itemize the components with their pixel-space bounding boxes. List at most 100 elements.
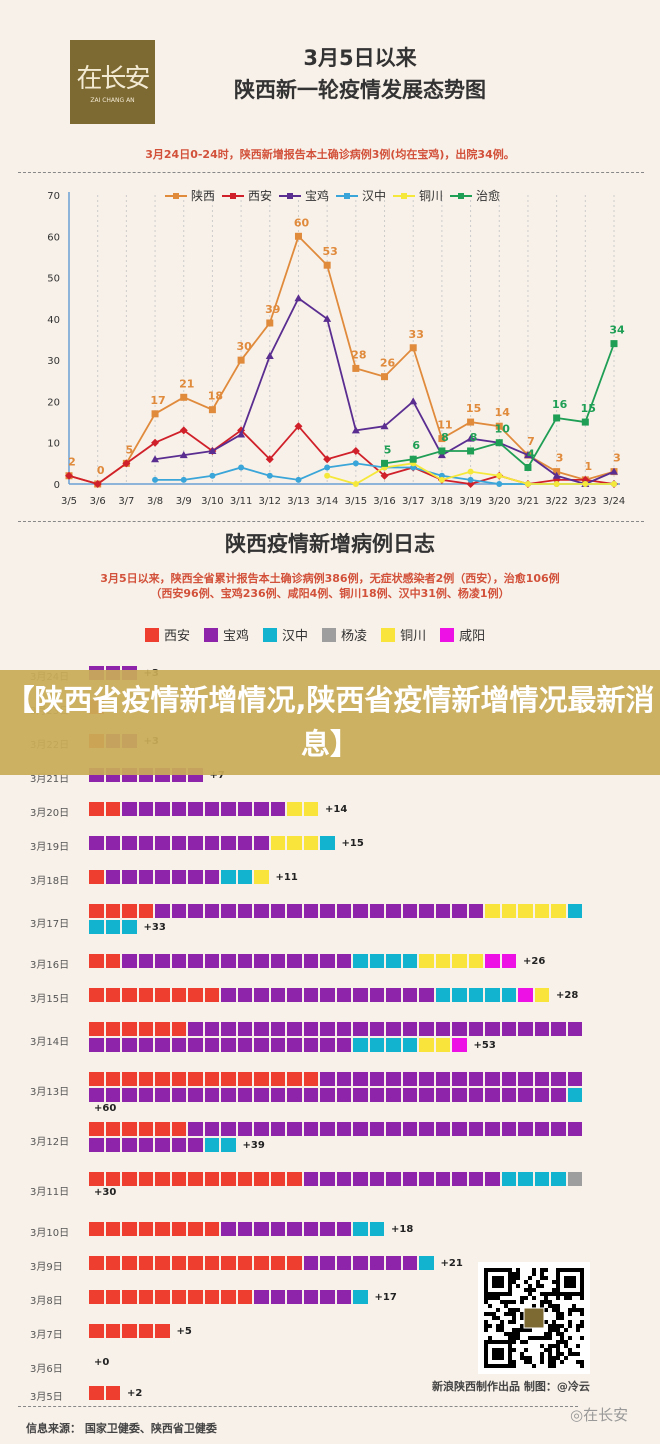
day-total: +17 [374, 1291, 397, 1303]
case-cell-铜川 [418, 1037, 435, 1053]
legend-label: 治愈 [476, 188, 500, 203]
day-row: +15 [88, 835, 584, 851]
case-cell-西安 [170, 1121, 187, 1137]
y-tick-label: 40 [47, 315, 60, 326]
case-cell-宝鸡 [368, 1087, 385, 1103]
case-cell-宝鸡 [434, 1121, 451, 1137]
case-cell-宝鸡 [170, 801, 187, 817]
case-cell-西安 [286, 1255, 303, 1271]
case-cell-宝鸡 [352, 903, 369, 919]
case-cell-宝鸡 [352, 1071, 369, 1087]
case-cell-宝鸡 [121, 869, 138, 885]
data-point [152, 476, 159, 483]
case-cell-宝鸡 [451, 1021, 468, 1037]
case-cell-汉中 [401, 953, 418, 969]
case-cell-宝鸡 [401, 1021, 418, 1037]
case-cell-宝鸡 [319, 1121, 336, 1137]
case-cell-宝鸡 [550, 1071, 567, 1087]
data-label: 1 [584, 460, 592, 473]
data-point [179, 426, 188, 435]
day-label: 3月18日 [30, 876, 70, 887]
case-cell-汉中 [566, 903, 583, 919]
case-cell-宝鸡 [203, 835, 220, 851]
case-cell-宝鸡 [385, 1087, 402, 1103]
case-cell-宝鸡 [203, 1037, 220, 1053]
case-cell-宝鸡 [434, 903, 451, 919]
case-cell-宝鸡 [236, 1121, 253, 1137]
case-cell-西安 [154, 1255, 171, 1271]
case-cell-宝鸡 [203, 1121, 220, 1137]
case-cell-宝鸡 [269, 903, 286, 919]
y-tick-label: 60 [47, 232, 60, 243]
day-row: +5 [88, 1323, 584, 1339]
case-cell-宝鸡 [302, 1289, 319, 1305]
case-cell-宝鸡 [335, 1071, 352, 1087]
data-label: 3 [556, 452, 564, 465]
case-cell-宝鸡 [154, 869, 171, 885]
case-cell-宝鸡 [253, 1221, 270, 1237]
case-cell-宝鸡 [121, 953, 138, 969]
case-cell-西安 [220, 1289, 237, 1305]
case-cell-宝鸡 [401, 903, 418, 919]
case-cell-铜川 [434, 953, 451, 969]
day-total: +18 [391, 1223, 414, 1235]
day-label: 3月19日 [30, 842, 70, 853]
data-point [237, 430, 246, 438]
data-label: 28 [351, 348, 366, 361]
case-cell-宝鸡 [253, 903, 270, 919]
data-point [409, 397, 418, 405]
case-cell-西安 [88, 1289, 105, 1305]
case-cell-西安 [170, 1289, 187, 1305]
divider [18, 1406, 578, 1407]
case-cell-西安 [137, 1323, 154, 1339]
case-cell-宝鸡 [401, 1121, 418, 1137]
data-label: 7 [527, 435, 535, 448]
case-cell-宝鸡 [319, 1021, 336, 1037]
case-cell-宝鸡 [253, 1021, 270, 1037]
data-point [237, 426, 246, 435]
data-label: 60 [294, 216, 310, 229]
case-cell-宝鸡 [418, 1021, 435, 1037]
case-cell-宝鸡 [236, 903, 253, 919]
case-cell-西安 [253, 1071, 270, 1087]
case-cell-宝鸡 [220, 835, 237, 851]
case-cell-汉中 [88, 919, 105, 935]
data-point [151, 410, 159, 418]
case-cell-铜川 [550, 903, 567, 919]
case-cell-宝鸡 [335, 1037, 352, 1053]
case-cell-宝鸡 [203, 869, 220, 885]
day-row: +21 [88, 1255, 584, 1271]
data-point [324, 464, 331, 471]
case-cell-宝鸡 [302, 987, 319, 1003]
case-cell-宝鸡 [236, 1221, 253, 1237]
case-cell-宝鸡 [170, 869, 187, 885]
case-cell-宝鸡 [517, 1021, 534, 1037]
case-cell-宝鸡 [269, 1087, 286, 1103]
data-point [467, 418, 475, 426]
day-label: 3月17日 [30, 919, 70, 930]
case-cell-铜川 [533, 987, 550, 1003]
case-cell-宝鸡 [319, 1171, 336, 1187]
case-cell-宝鸡 [335, 1087, 352, 1103]
data-point [265, 455, 274, 464]
data-point [524, 481, 531, 487]
case-cell-宝鸡 [88, 1037, 105, 1053]
day-total: +39 [242, 1139, 265, 1151]
case-cell-宝鸡 [236, 1021, 253, 1037]
case-cell-宝鸡 [319, 1087, 336, 1103]
qr-code[interactable] [478, 1262, 590, 1374]
case-cell-宝鸡 [484, 1087, 501, 1103]
legend-item: 西安 [145, 625, 190, 644]
case-cell-西安 [187, 1171, 204, 1187]
case-cell-宝鸡 [500, 1071, 517, 1087]
data-point [208, 446, 217, 454]
day-label: 3月15日 [30, 994, 70, 1005]
case-cell-宝鸡 [533, 1121, 550, 1137]
case-cell-宝鸡 [368, 1121, 385, 1137]
case-cell-西安 [104, 1255, 121, 1271]
case-cell-宝鸡 [451, 1121, 468, 1137]
case-cell-宝鸡 [121, 1087, 138, 1103]
day-total: +15 [341, 837, 364, 849]
case-cell-汉中 [368, 953, 385, 969]
case-cell-宝鸡 [253, 1037, 270, 1053]
